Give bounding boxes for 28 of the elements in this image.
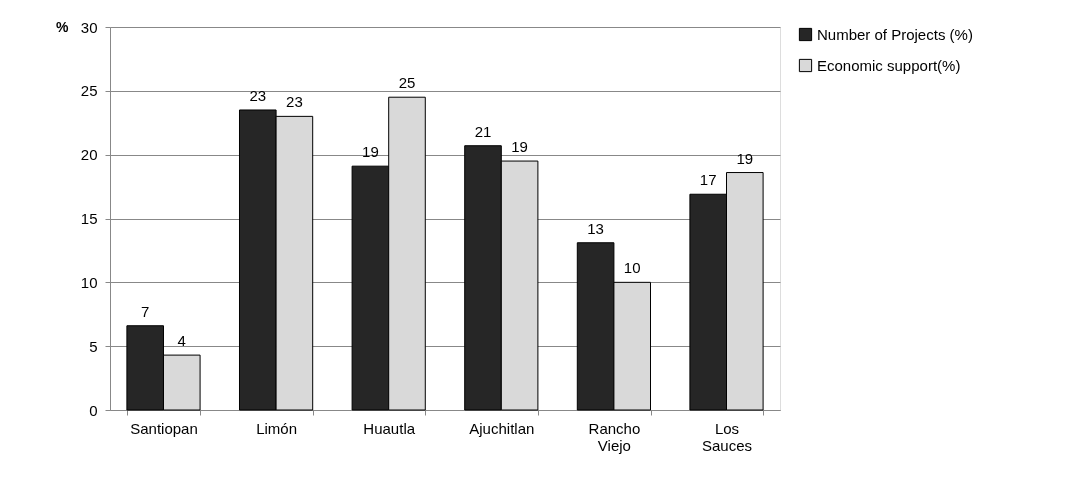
x-tick-label: Santiopan (130, 419, 198, 437)
data-label: 21 (474, 122, 492, 140)
legend-label: Number of Projects (%) (817, 25, 973, 43)
x-tick-label: Los Sauces (701, 419, 753, 454)
data-label: 4 (177, 332, 186, 350)
y-tick-label: 20 (80, 146, 98, 164)
x-tick-label: Ajuchitlan (469, 419, 535, 437)
data-label: 10 (623, 259, 641, 277)
x-tick-label: Limón (256, 419, 298, 437)
data-label: 19 (511, 138, 528, 156)
legend-label: Economic support(%) (817, 56, 961, 74)
y-tick-label: 10 (80, 273, 98, 291)
data-label: 23 (286, 93, 303, 111)
y-tick-label: 25 (80, 82, 98, 100)
y-tick-label: 15 (80, 210, 98, 227)
y-tick-label: 30 (80, 18, 98, 36)
data-label: 19 (736, 149, 754, 167)
data-label: 17 (699, 171, 717, 189)
y-tick-label: 5 (89, 337, 98, 355)
data-label: 13 (587, 219, 604, 237)
x-tick-label: Huautla (363, 419, 416, 437)
data-label: 23 (249, 86, 267, 104)
y-axis-title: % (56, 18, 70, 35)
y-tick-label: 0 (89, 401, 98, 419)
x-tick-label: Rancho Viejo (588, 419, 641, 454)
data-label: 7 (141, 302, 150, 320)
data-label: 25 (398, 74, 416, 92)
data-label: 19 (362, 143, 379, 161)
